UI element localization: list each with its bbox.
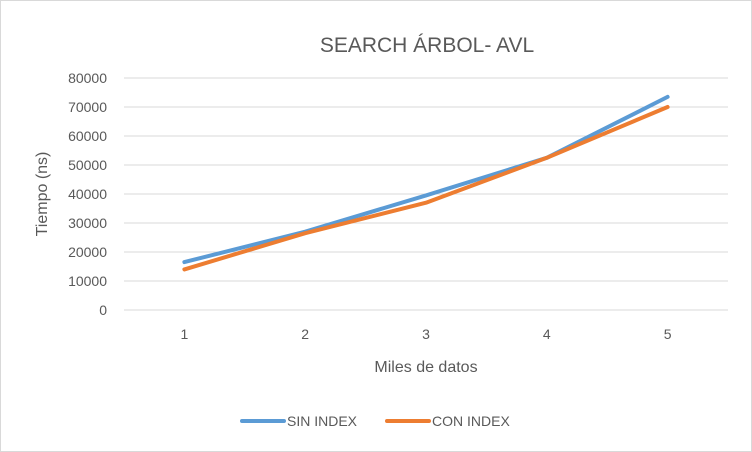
series-line-0: [182, 94, 670, 265]
x-tick-label: 2: [301, 326, 309, 342]
x-tick-label: 1: [181, 326, 189, 342]
x-tick-labels: 1 2 3 4 5: [181, 326, 672, 342]
legend-label-1: CON INDEX: [432, 413, 510, 429]
gridlines: [124, 77, 728, 311]
y-tick-labels: 0 10000 20000 30000 40000 50000 60000 70000 8000…: [68, 70, 107, 318]
chart-title: SEARCH ÁRBOL- AVL: [320, 34, 534, 57]
x-axis-label: Miles de datos: [374, 359, 477, 376]
y-tick-label: 10000: [68, 273, 107, 289]
y-tick-label: 20000: [68, 244, 107, 260]
y-tick-label: 0: [99, 302, 107, 318]
y-tick-label: 80000: [68, 70, 107, 86]
y-tick-label: 50000: [68, 157, 107, 173]
legend-label-0: SIN INDEX: [287, 413, 358, 429]
series-lines: [182, 94, 670, 272]
y-tick-label: 60000: [68, 128, 107, 144]
y-tick-label: 40000: [68, 186, 107, 202]
y-tick-label: 30000: [68, 215, 107, 231]
x-tick-label: 4: [543, 326, 551, 342]
y-tick-label: 70000: [68, 99, 107, 115]
x-tick-label: 3: [422, 326, 430, 342]
x-tick-label: 5: [664, 326, 672, 342]
y-axis-label: Tiempo (ns): [34, 152, 51, 237]
legend: SIN INDEX CON INDEX: [240, 413, 510, 429]
